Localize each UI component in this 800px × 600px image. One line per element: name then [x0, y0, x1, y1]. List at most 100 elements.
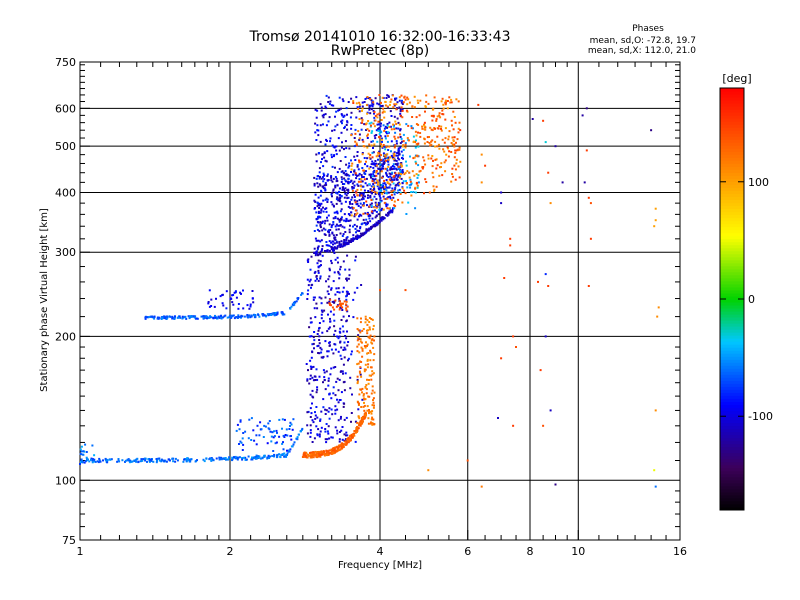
data-point [274, 312, 277, 314]
data-point [401, 145, 404, 148]
data-point [297, 297, 300, 299]
data-point [314, 237, 317, 240]
data-point [370, 422, 372, 425]
colorbar-segment [720, 217, 744, 222]
data-point [332, 189, 335, 192]
data-point [339, 194, 342, 197]
data-point [357, 415, 360, 418]
data-point [440, 129, 443, 132]
data-point [106, 461, 109, 464]
data-point [319, 260, 322, 263]
colorbar-segment [720, 118, 744, 122]
data-point [443, 161, 446, 164]
data-point [306, 424, 309, 427]
data-point [358, 101, 361, 104]
data-point [339, 354, 342, 357]
data-point [363, 370, 366, 373]
data-point [381, 176, 384, 179]
data-point [339, 341, 342, 344]
data-point [361, 118, 364, 121]
data-point [412, 140, 415, 143]
data-point [362, 232, 364, 235]
data-point [266, 457, 269, 460]
data-point [308, 280, 311, 283]
data-point [324, 182, 327, 185]
data-point [371, 318, 374, 321]
data-point [456, 149, 459, 152]
data-point [371, 373, 374, 376]
colorbar-segment [720, 494, 744, 499]
data-point [314, 108, 317, 111]
data-point [369, 351, 372, 354]
data-point [399, 114, 402, 117]
data-point [324, 250, 327, 252]
data-point [328, 344, 331, 347]
data-point [365, 122, 368, 125]
colorbar-segment [720, 103, 744, 107]
data-point [327, 432, 330, 435]
data-point [389, 100, 392, 103]
data-point [547, 285, 550, 287]
data-point [356, 421, 359, 424]
data-point [373, 116, 376, 119]
data-point [386, 124, 389, 127]
data-point [348, 201, 351, 203]
data-point [397, 175, 400, 178]
data-point [329, 449, 332, 452]
data-point [79, 453, 82, 455]
data-point [379, 135, 382, 138]
data-point [373, 195, 376, 198]
data-point [398, 182, 401, 185]
data-point [401, 187, 404, 190]
data-point [367, 133, 369, 136]
data-point [369, 154, 372, 156]
data-point [322, 172, 325, 175]
data-point [356, 165, 359, 168]
data-point [359, 338, 362, 341]
data-point [338, 242, 341, 245]
data-point [81, 461, 84, 464]
data-point [444, 127, 447, 130]
data-point [365, 104, 368, 107]
data-point [327, 425, 330, 428]
data-point [382, 208, 385, 211]
data-point [398, 153, 401, 156]
data-point [399, 193, 402, 195]
data-point [87, 458, 89, 461]
colorbar-segment [720, 335, 744, 339]
data-point [336, 446, 339, 449]
data-point [361, 101, 364, 104]
colorbar-segment [720, 229, 744, 234]
data-point [410, 183, 412, 186]
data-point [354, 227, 357, 230]
data-point [319, 455, 322, 458]
data-point [369, 175, 372, 178]
data-point [363, 409, 366, 412]
data-point [366, 213, 369, 216]
data-point [427, 157, 430, 160]
colorbar-segment [720, 452, 744, 457]
data-point [383, 161, 386, 164]
data-point [332, 217, 335, 220]
data-point [325, 244, 328, 247]
data-point [438, 125, 441, 128]
data-point [386, 174, 388, 177]
data-point [397, 148, 400, 151]
data-point [320, 297, 323, 300]
data-point [340, 131, 343, 134]
data-point [327, 214, 330, 217]
data-point [276, 453, 279, 456]
colorbar-segment [720, 106, 744, 110]
data-point [544, 141, 547, 144]
data-point [428, 136, 430, 138]
data-point [405, 164, 408, 167]
data-point [338, 197, 341, 200]
data-point [309, 407, 312, 410]
data-point [383, 201, 386, 204]
data-point [313, 176, 316, 179]
data-point [369, 227, 372, 230]
data-point [305, 454, 308, 457]
data-point [453, 164, 456, 167]
data-point [90, 458, 92, 461]
data-point [251, 458, 254, 461]
